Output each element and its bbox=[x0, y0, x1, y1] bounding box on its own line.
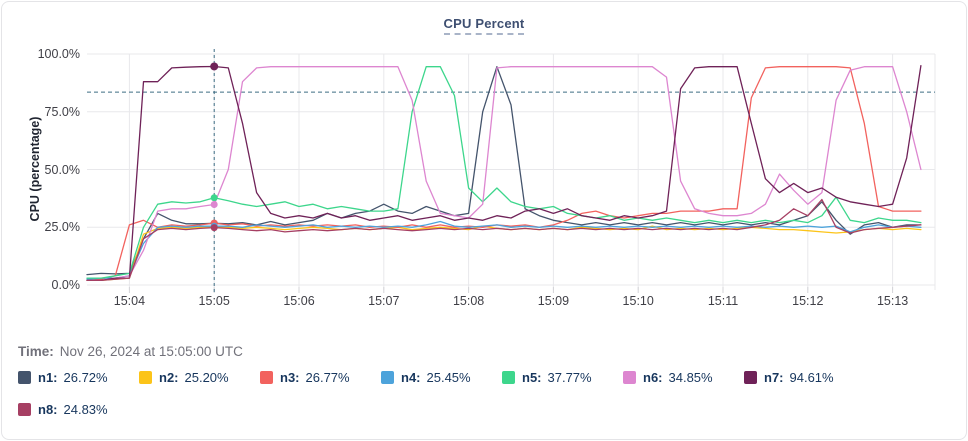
legend-series-name: n7: bbox=[764, 370, 784, 385]
crosshair-dot-n8 bbox=[210, 224, 218, 232]
cpu-percent-chart[interactable] bbox=[2, 2, 968, 332]
legend-swatch-n3 bbox=[260, 371, 273, 384]
crosshair-dot-n7 bbox=[210, 62, 219, 71]
x-tick-label: 15:13 bbox=[876, 294, 909, 308]
legend-series-name: n2: bbox=[159, 370, 179, 385]
x-tick-label: 15:06 bbox=[283, 294, 315, 308]
x-tick-label: 15:08 bbox=[452, 294, 485, 308]
crosshair-dot-n6 bbox=[210, 200, 218, 208]
legend-row-1: n1: 26.72% n2: 25.20% n3: 26.77% n4: 25.45% n5: 3… bbox=[18, 370, 958, 385]
legend-swatch-n8 bbox=[18, 403, 31, 416]
crosshair-time-readout: Time: Nov 26, 2024 at 15:05:00 UTC bbox=[18, 344, 243, 359]
page-title[interactable]: CPU Percent bbox=[443, 16, 525, 35]
legend-series-value: 26.77% bbox=[305, 370, 350, 385]
legend-item-n8[interactable]: n8: 24.83% bbox=[18, 402, 139, 417]
legend-row-2: n8: 24.83% bbox=[18, 402, 958, 417]
legend-item-n6[interactable]: n6: 34.85% bbox=[623, 370, 744, 385]
legend-item-n5[interactable]: n5: 37.77% bbox=[502, 370, 623, 385]
legend-item-n2[interactable]: n2: 25.20% bbox=[139, 370, 260, 385]
legend-swatch-n1 bbox=[18, 371, 31, 384]
series-line-n2 bbox=[86, 225, 922, 282]
y-tick-label: 50.0% bbox=[44, 162, 80, 177]
legend-series-value: 25.20% bbox=[184, 370, 229, 385]
legend-series-name: n6: bbox=[643, 370, 663, 385]
legend-item-n7[interactable]: n7: 94.61% bbox=[744, 370, 865, 385]
legend-item-n1[interactable]: n1: 26.72% bbox=[18, 370, 139, 385]
y-tick-label: 75.0% bbox=[44, 104, 80, 119]
y-tick-label: 0.0% bbox=[51, 278, 81, 292]
x-tick-label: 15:05 bbox=[198, 294, 230, 308]
series-line-n5 bbox=[86, 66, 922, 279]
legend-swatch-n2 bbox=[139, 371, 152, 384]
series-line-n3 bbox=[86, 66, 922, 282]
y-tick-label: 100.0% bbox=[37, 47, 80, 61]
legend-series-value: 24.83% bbox=[63, 402, 108, 417]
series-line-n7 bbox=[86, 64, 922, 282]
series-line-n4 bbox=[86, 220, 922, 280]
legend-series-name: n3: bbox=[280, 370, 300, 385]
legend-series-name: n8: bbox=[38, 402, 58, 417]
time-label: Time: bbox=[18, 344, 54, 359]
legend-item-n4[interactable]: n4: 25.45% bbox=[381, 370, 502, 385]
legend-series-name: n5: bbox=[522, 370, 542, 385]
legend-series-value: 34.85% bbox=[668, 370, 713, 385]
crosshair-dot-n5 bbox=[210, 194, 218, 202]
series-line-n6 bbox=[86, 66, 922, 282]
x-tick-label: 15:11 bbox=[707, 294, 739, 308]
legend-series-value: 94.61% bbox=[789, 370, 834, 385]
legend-swatch-n4 bbox=[381, 371, 394, 384]
y-tick-label: 25.0% bbox=[44, 220, 80, 235]
chart-header: CPU Percent bbox=[2, 15, 966, 35]
x-tick-label: 15:10 bbox=[622, 294, 654, 308]
legend-series-value: 26.72% bbox=[63, 370, 108, 385]
series-line-n1 bbox=[86, 66, 922, 276]
legend-item-n3[interactable]: n3: 26.77% bbox=[260, 370, 381, 385]
x-tick-label: 15:09 bbox=[537, 294, 570, 308]
legend-series-value: 25.45% bbox=[426, 370, 471, 385]
legend-series-name: n1: bbox=[38, 370, 58, 385]
legend-swatch-n7 bbox=[744, 371, 757, 384]
legend-swatch-n5 bbox=[502, 371, 515, 384]
legend-series-value: 37.77% bbox=[547, 370, 592, 385]
legend-series-name: n4: bbox=[401, 370, 421, 385]
x-tick-label: 15:07 bbox=[368, 294, 400, 308]
series-line-n8 bbox=[86, 198, 922, 282]
x-tick-label: 15:04 bbox=[113, 294, 146, 308]
time-value: Nov 26, 2024 at 15:05:00 UTC bbox=[59, 344, 243, 359]
legend-swatch-n6 bbox=[623, 371, 636, 384]
x-tick-label: 15:12 bbox=[792, 294, 824, 308]
